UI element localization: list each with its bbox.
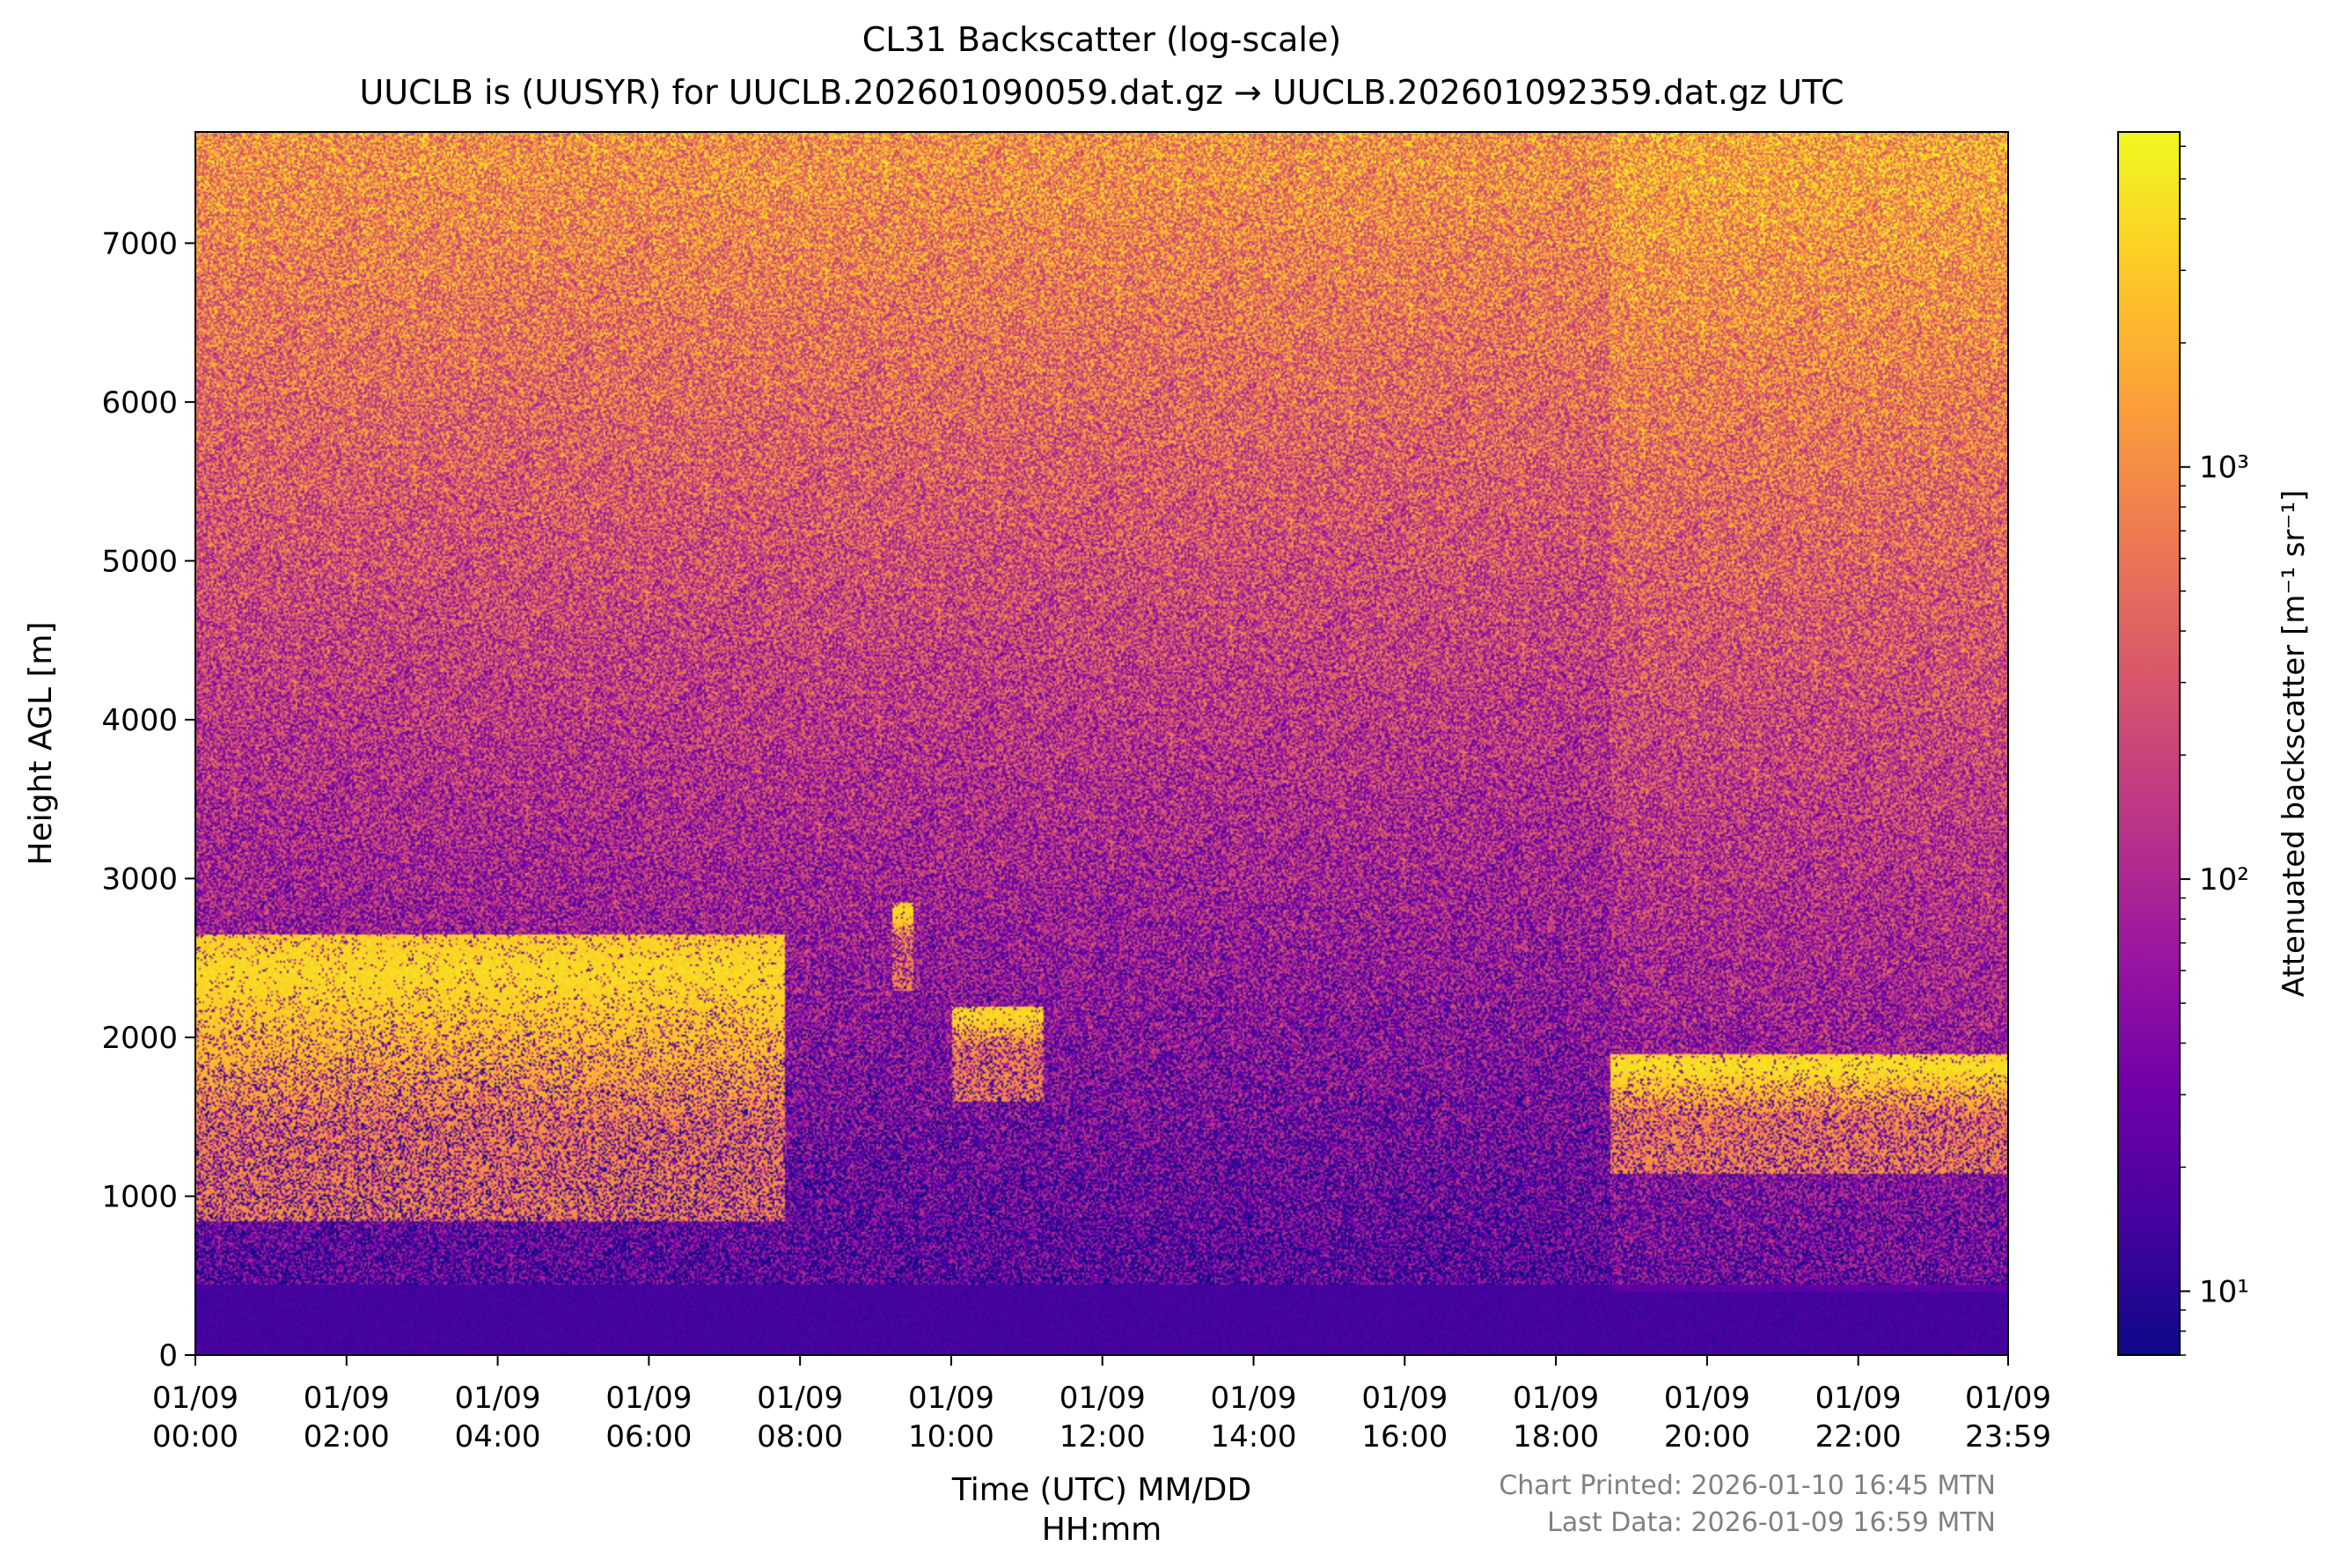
x-tick-date: 01/09 [757,1381,843,1416]
chart-subtitle: UUCLB is (UUSYR) for UUCLB.202601090059.… [359,73,1844,112]
y-tick-label: 3000 [101,861,178,897]
y-tick-label: 0 [158,1338,178,1374]
x-tick-date: 01/09 [304,1381,390,1416]
y-tick-label: 6000 [101,385,178,421]
x-tick-time: 18:00 [1513,1419,1599,1454]
x-tick-date: 01/09 [908,1381,994,1416]
chart-printed-note: Chart Printed: 2026-01-10 16:45 MTN [1499,1470,1996,1501]
y-axis-ticks: 0 1000 2000 3000 4000 5000 6000 7000 [101,226,195,1374]
y-tick-label: 1000 [101,1179,178,1214]
heatmap-plot-area [195,132,2008,1355]
x-tick-time: 08:00 [757,1419,843,1454]
colorbar-tick-label: 10² [2199,862,2249,898]
y-tick-label: 7000 [101,226,178,261]
x-tick-date: 01/09 [1060,1381,1146,1416]
x-tick-date: 01/09 [455,1381,541,1416]
x-tick-date: 01/09 [1664,1381,1750,1416]
x-tick-time: 10:00 [908,1419,994,1454]
y-tick-label: 4000 [101,703,178,738]
x-tick-date: 01/09 [1815,1381,1902,1416]
y-tick-label: 2000 [101,1021,178,1056]
x-tick-date: 01/09 [1513,1381,1599,1416]
x-tick-time: 06:00 [605,1419,692,1454]
x-axis-label-line2: HH:mm [1042,1512,1162,1548]
x-tick-time: 16:00 [1361,1419,1448,1454]
x-tick-time: 22:00 [1815,1419,1902,1454]
x-tick-date: 01/09 [1965,1381,2051,1416]
x-tick-time: 12:00 [1060,1419,1146,1454]
x-tick-date: 01/09 [152,1381,238,1416]
x-axis-ticks: 01/0900:0001/0902:0001/0904:0001/0906:00… [152,1355,2051,1454]
x-tick-date: 01/09 [1361,1381,1448,1416]
last-data-note: Last Data: 2026-01-09 16:59 MTN [1547,1507,1996,1538]
colorbar-label: Attenuated backscatter [m⁻¹ sr⁻¹] [2277,490,2312,998]
x-tick-time: 02:00 [304,1419,390,1454]
chart-title: CL31 Backscatter (log-scale) [862,20,1341,59]
x-tick-date: 01/09 [1211,1381,1297,1416]
x-tick-time: 00:00 [152,1419,238,1454]
y-tick-label: 5000 [101,544,178,579]
colorbar-ticks: 10¹ 10² 10³ [2180,145,2249,1356]
colorbar [2117,131,2181,1356]
colorbar-tick-label: 10¹ [2199,1274,2249,1309]
backscatter-heatmap [195,132,2008,1355]
x-tick-time: 20:00 [1664,1419,1750,1454]
x-tick-date: 01/09 [605,1381,692,1416]
y-axis-label: Height AGL [m] [23,622,59,866]
x-tick-time: 23:59 [1965,1419,2051,1454]
x-tick-time: 14:00 [1211,1419,1297,1454]
x-axis-label-line1: Time (UTC) MM/DD [951,1472,1251,1508]
colorbar-tick-label: 10³ [2199,451,2249,486]
x-tick-time: 04:00 [455,1419,541,1454]
